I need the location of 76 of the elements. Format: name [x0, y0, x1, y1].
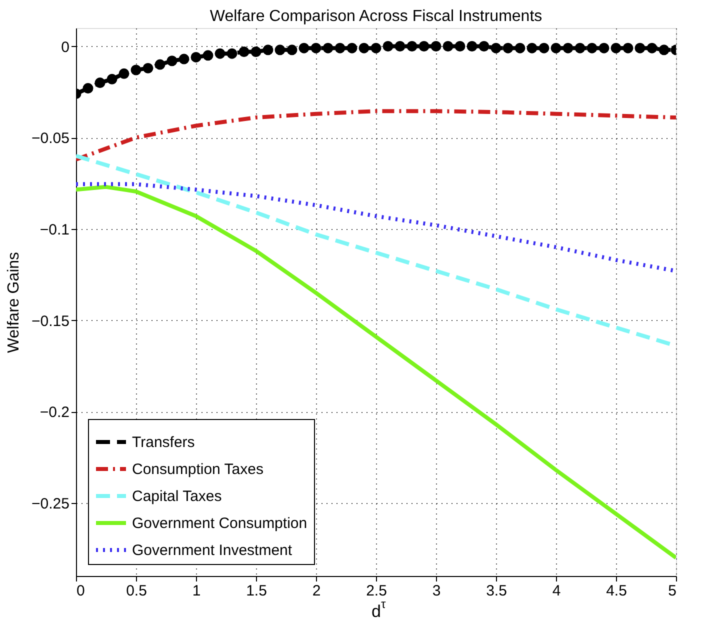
x-tick-label: 1.5 — [246, 582, 267, 600]
point — [430, 41, 442, 52]
point — [202, 50, 214, 61]
line-series — [76, 184, 676, 560]
point — [94, 78, 106, 88]
point — [562, 42, 574, 54]
legend-label: Government Consumption — [132, 515, 308, 532]
point — [490, 42, 502, 54]
point — [142, 62, 154, 74]
point — [622, 42, 634, 54]
point — [646, 42, 658, 54]
point — [466, 41, 478, 52]
legend-label: Government Investment — [132, 542, 293, 559]
point — [454, 41, 466, 52]
x-tick-label: 1 — [192, 582, 201, 600]
x-tick-label: 4 — [552, 582, 561, 600]
point — [322, 42, 334, 54]
point — [610, 42, 622, 54]
line-series — [76, 109, 676, 162]
point — [178, 54, 190, 64]
point — [214, 48, 226, 59]
y-tick-label: −0.1 — [40, 221, 70, 238]
y-tick-label: −0.15 — [32, 312, 70, 330]
point — [442, 41, 454, 52]
point — [298, 42, 310, 54]
x-tick-label: 4.5 — [606, 582, 627, 600]
point — [370, 42, 382, 54]
x-tick-label: 2 — [312, 582, 321, 600]
point — [346, 42, 358, 54]
point — [586, 42, 598, 54]
point — [106, 74, 118, 84]
legend-label: Capital Taxes — [132, 488, 222, 505]
point — [406, 41, 418, 52]
point — [526, 42, 538, 54]
point — [154, 59, 166, 70]
point — [310, 42, 322, 54]
chart-title: Welfare Comparison Across Fiscal Instruments — [210, 8, 542, 25]
point — [274, 44, 286, 56]
point — [190, 52, 202, 62]
point — [334, 42, 346, 54]
y-tick-label: −0.05 — [32, 130, 70, 148]
point — [262, 44, 274, 56]
point — [238, 46, 250, 57]
x-tick-label: 0.5 — [126, 582, 147, 600]
point — [538, 42, 550, 54]
y-tick-label: −0.2 — [40, 404, 70, 422]
point — [82, 83, 94, 94]
point — [130, 64, 142, 76]
point — [502, 42, 514, 54]
point — [574, 42, 586, 54]
point — [634, 42, 646, 54]
x-tick-label: 3 — [432, 582, 441, 600]
point — [658, 44, 670, 56]
x-tick-label: 3.5 — [486, 582, 507, 600]
point — [550, 42, 562, 54]
point — [358, 42, 370, 54]
point — [598, 42, 610, 54]
point — [250, 46, 262, 57]
y-tick-label: −0.25 — [32, 495, 70, 512]
point — [418, 41, 430, 52]
point — [394, 41, 406, 52]
point — [118, 68, 130, 79]
x-tick-label: 0 — [76, 582, 85, 600]
x-tick-label: 5 — [668, 582, 676, 600]
legend-label: Transfers — [132, 434, 195, 451]
x-tick-label: 2.5 — [366, 582, 387, 600]
point — [226, 48, 238, 59]
point — [514, 42, 526, 54]
line-series — [76, 182, 676, 273]
point — [478, 41, 490, 52]
point — [166, 56, 178, 66]
point — [382, 41, 394, 52]
y-tick-label: 0 — [61, 38, 70, 56]
y-axis-title: Welfare Gains — [6, 252, 23, 354]
point — [286, 44, 298, 56]
legend-label: Consumption Taxes — [132, 461, 264, 478]
